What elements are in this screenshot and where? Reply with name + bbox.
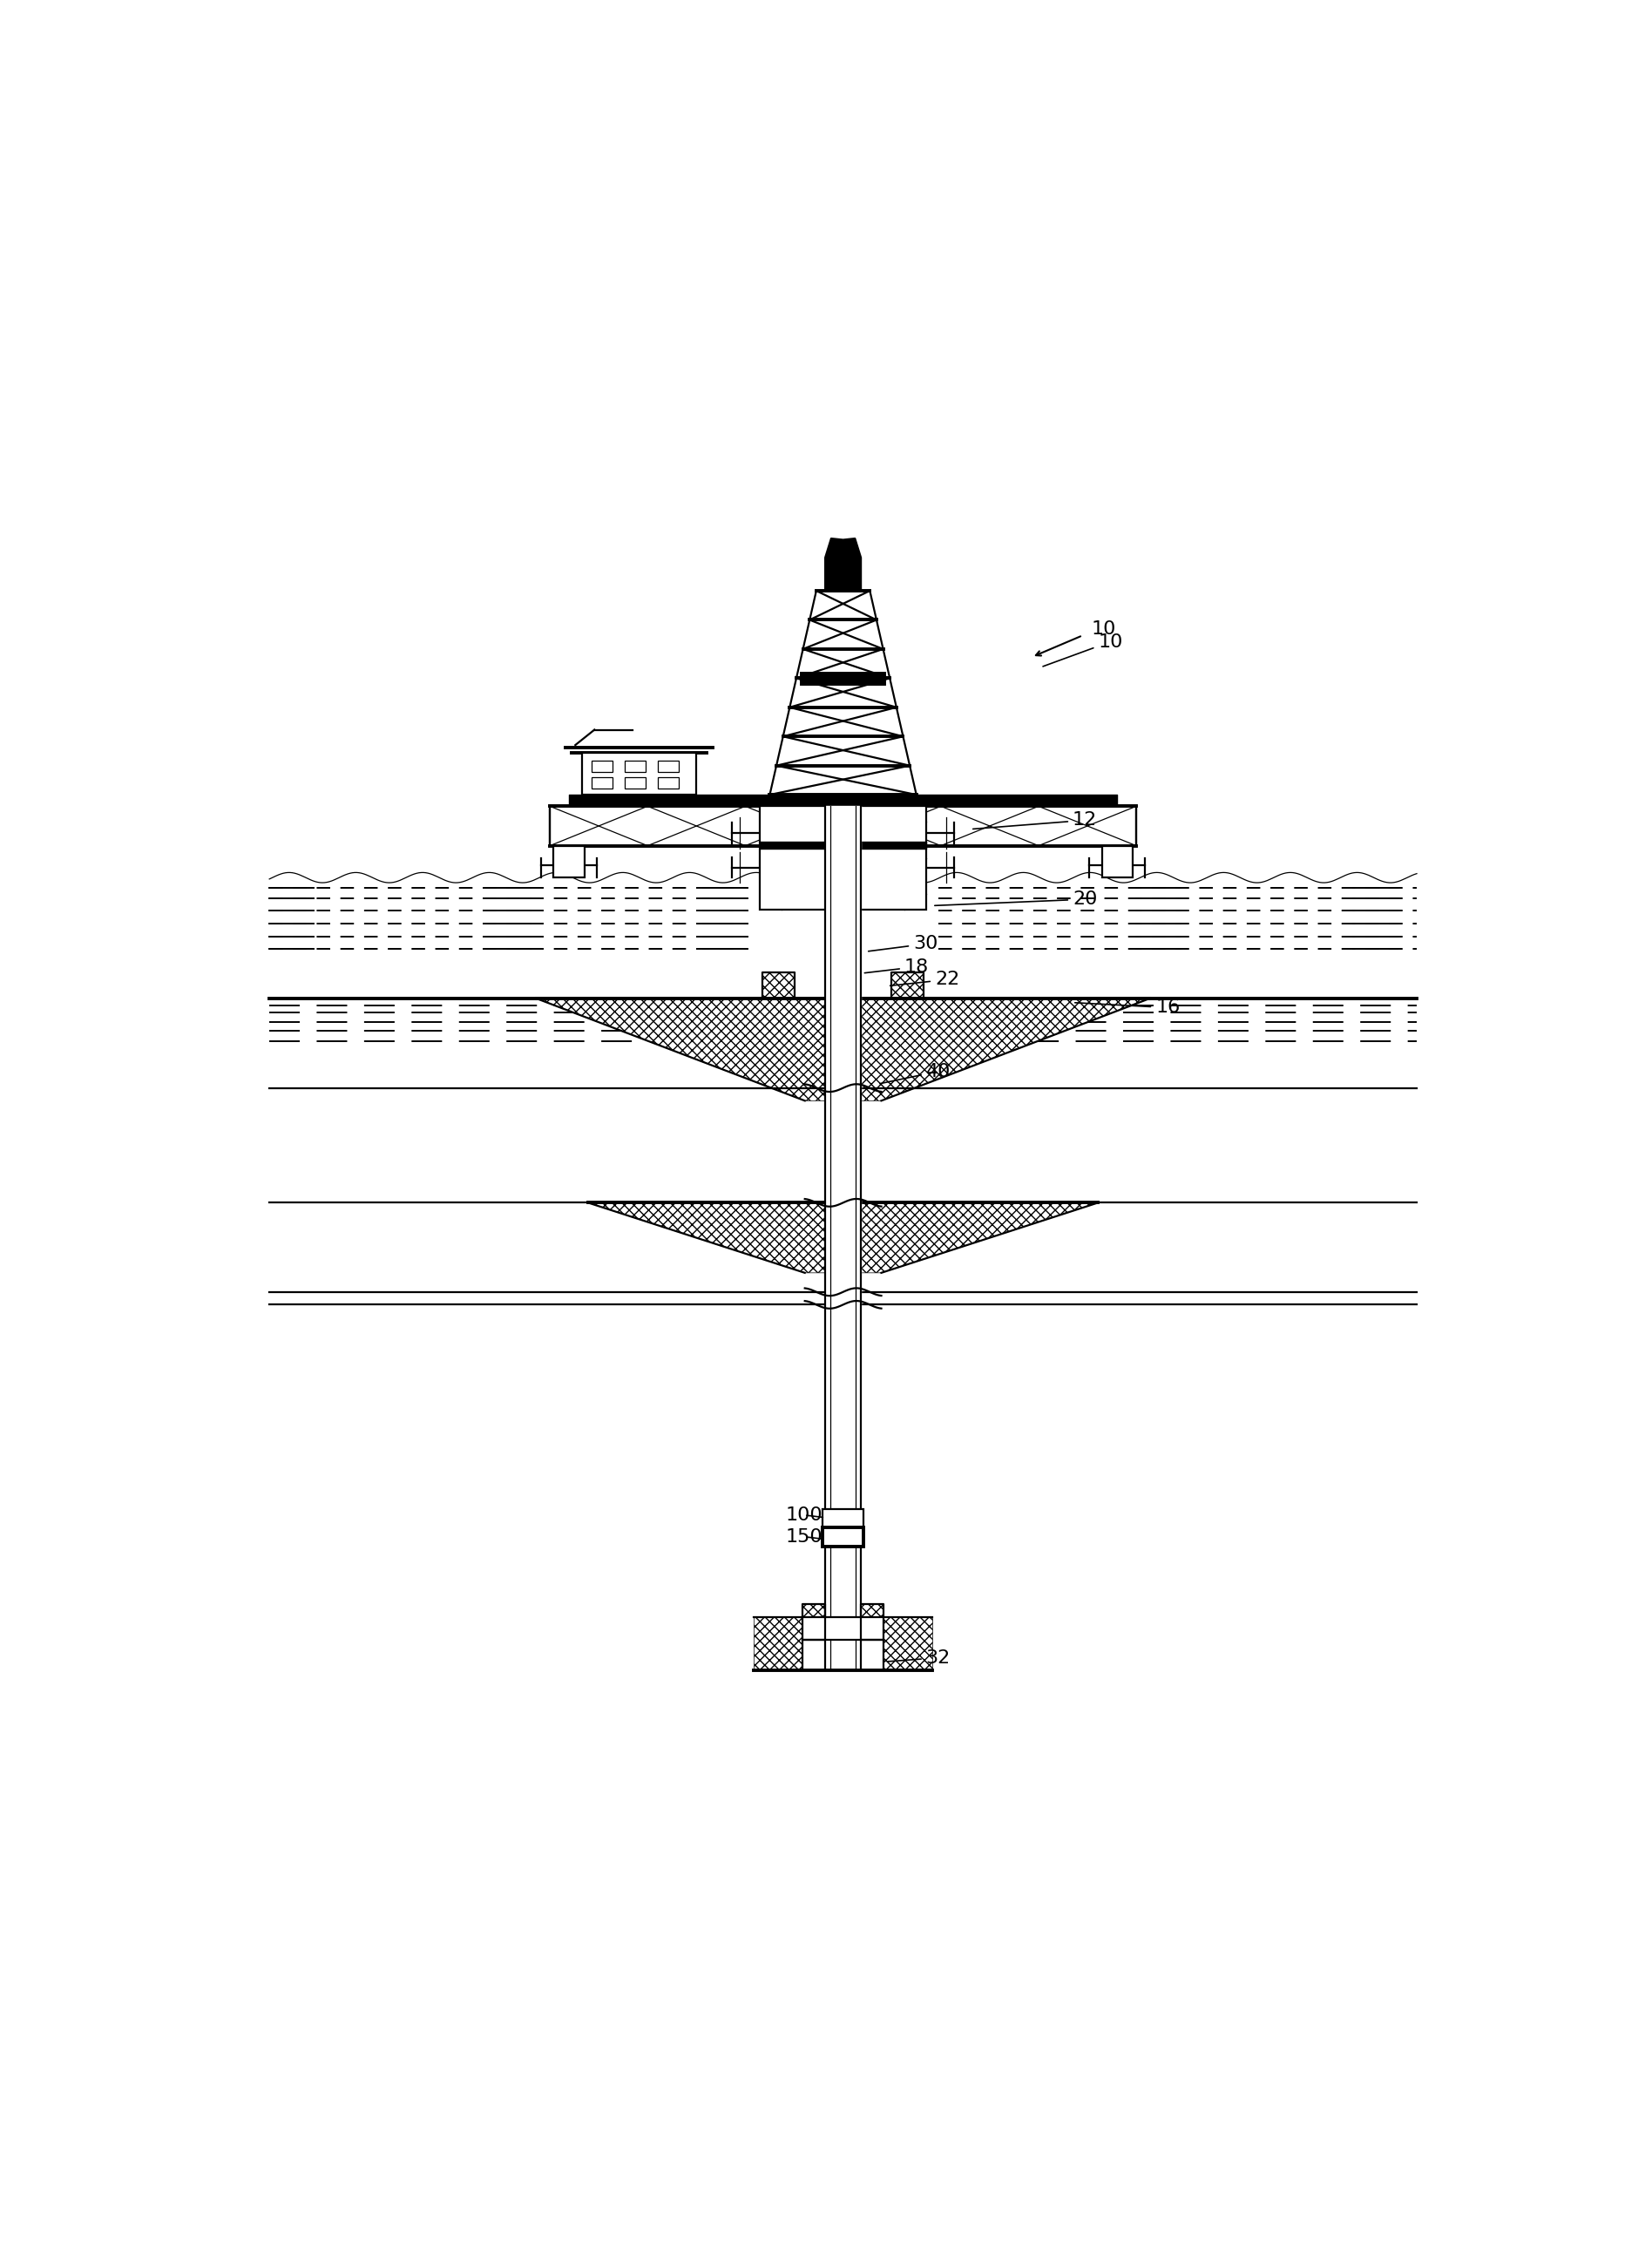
Text: 10: 10 (1092, 619, 1117, 637)
Bar (822, 1529, 864, 1547)
Polygon shape (860, 998, 1148, 1100)
Bar (822, 1508, 864, 1529)
Bar (582, 753, 696, 794)
Polygon shape (860, 1202, 1099, 1272)
Polygon shape (826, 538, 860, 590)
Text: 20: 20 (934, 891, 1097, 907)
Text: 40: 40 (880, 1064, 951, 1084)
Bar (658, 778, 679, 789)
Bar (760, 805, 926, 909)
Polygon shape (892, 973, 923, 998)
Bar (554, 846, 584, 878)
Bar (625, 778, 645, 789)
Bar (549, 805, 1137, 846)
Text: 10: 10 (1043, 633, 1124, 667)
Text: 18: 18 (865, 957, 929, 975)
Bar (658, 760, 679, 771)
Bar (592, 760, 612, 771)
Text: 150: 150 (786, 1529, 822, 1545)
Polygon shape (763, 973, 795, 998)
Text: 16: 16 (1074, 998, 1179, 1016)
Text: 22: 22 (890, 971, 959, 989)
Text: 12: 12 (972, 812, 1097, 830)
Bar (803, 1617, 883, 1640)
Bar (592, 778, 612, 789)
Text: 100: 100 (786, 1506, 822, 1524)
Text: 30: 30 (869, 934, 938, 953)
Polygon shape (753, 1603, 826, 1672)
Bar (801, 674, 885, 685)
Bar (1102, 846, 1132, 878)
Text: 32: 32 (888, 1649, 951, 1667)
Polygon shape (589, 1202, 826, 1272)
Polygon shape (536, 998, 826, 1100)
Polygon shape (860, 1603, 933, 1672)
Bar (625, 760, 645, 771)
